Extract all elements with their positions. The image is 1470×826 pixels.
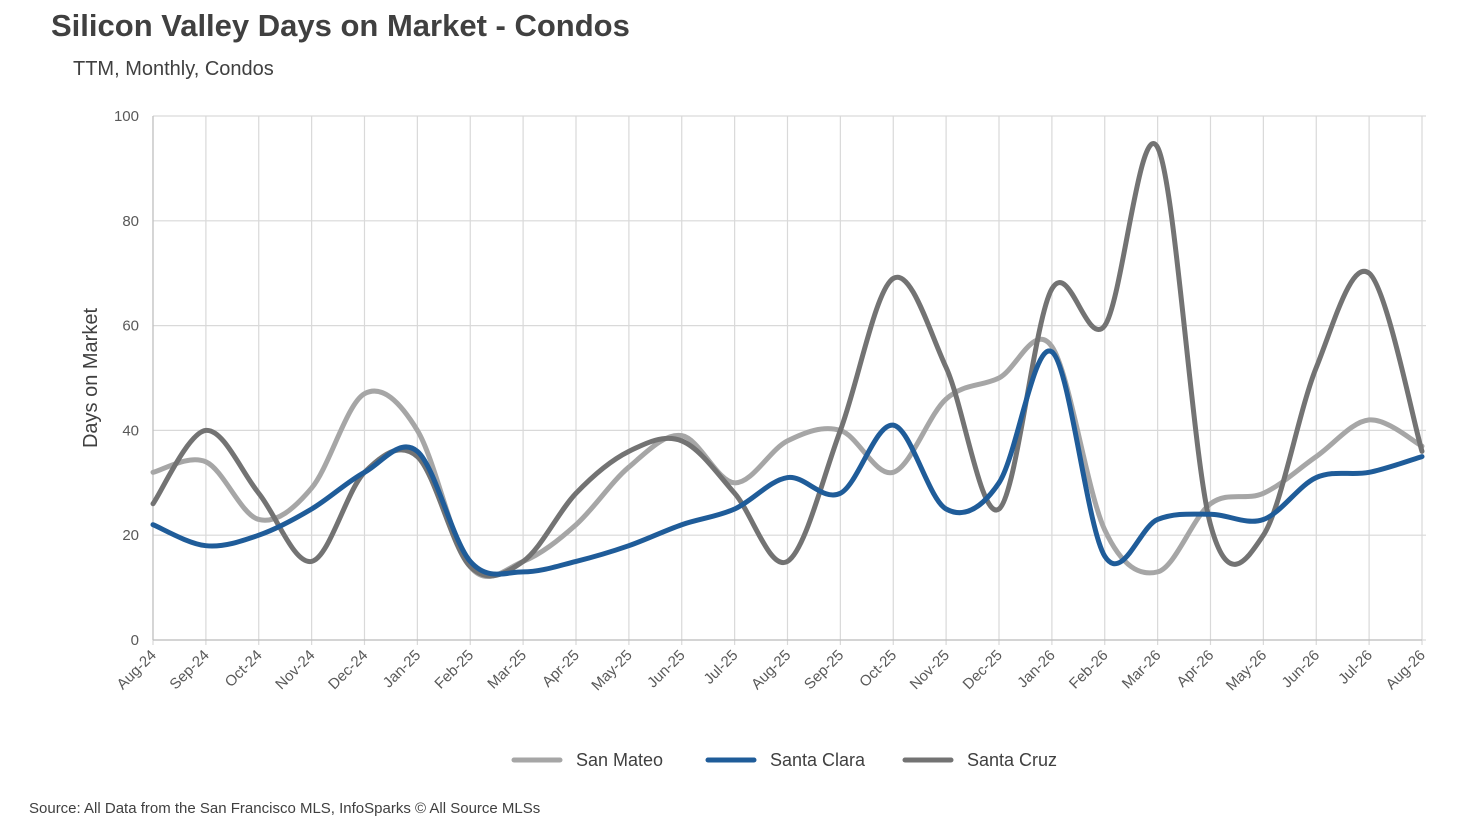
x-tick-label: Aug-26 xyxy=(1383,647,1429,693)
x-tick-label: Oct-24 xyxy=(222,647,266,691)
legend-item-santa-cruz: Santa Cruz xyxy=(902,750,1057,770)
x-tick-label: Mar-26 xyxy=(1119,647,1165,693)
axes xyxy=(152,116,1422,641)
x-tick-label: Apr-25 xyxy=(539,647,583,691)
x-tick-label: Aug-25 xyxy=(748,647,794,693)
series-line-san-mateo xyxy=(150,336,1425,580)
x-tick-label: Aug-24 xyxy=(114,647,160,693)
x-tick-label: Mar-25 xyxy=(484,647,530,693)
x-tick-label: Sep-24 xyxy=(166,647,212,693)
source-note: Source: All Data from the San Francisco … xyxy=(29,800,541,817)
x-tick-label: May-26 xyxy=(1223,647,1270,694)
x-tick-label: Oct-25 xyxy=(856,647,900,691)
y-tick-label: 60 xyxy=(122,318,139,335)
x-tick-label: Nov-25 xyxy=(907,647,953,693)
x-tick-label: Jan-26 xyxy=(1014,647,1058,691)
legend-label: San Mateo xyxy=(576,750,663,770)
x-tick-labels: Aug-24 Sep-24 Oct-24 Nov-24 Dec-24 Jan-25 Feb-… xyxy=(114,647,1429,694)
y-axis-title: Days on Market xyxy=(80,308,102,448)
legend-label: Santa Cruz xyxy=(967,750,1057,770)
x-tick-label: Jun-26 xyxy=(1279,647,1323,691)
x-tick-label: Apr-26 xyxy=(1173,647,1217,691)
x-tick-label: Jun-25 xyxy=(644,647,688,691)
legend-label: Santa Clara xyxy=(770,750,866,770)
x-tick-label: Feb-26 xyxy=(1066,647,1112,693)
y-tick-label: 20 xyxy=(122,527,139,544)
x-tick-label: Jan-25 xyxy=(380,647,424,691)
y-tick-label: 0 xyxy=(131,632,139,649)
y-tick-labels: 0 20 40 60 80 100 xyxy=(114,108,139,649)
x-tick-label: Dec-24 xyxy=(325,647,371,693)
x-tick-label: Sep-25 xyxy=(801,647,847,693)
series-lines xyxy=(150,141,1425,580)
x-tick-label: Nov-24 xyxy=(272,647,318,693)
legend-item-san-mateo: San Mateo xyxy=(511,750,663,770)
legend-item-santa-clara: Santa Clara xyxy=(705,750,866,770)
x-tick-label: Dec-25 xyxy=(960,647,1006,693)
x-tick-label: Feb-25 xyxy=(431,647,477,693)
y-tick-label: 40 xyxy=(122,422,139,439)
y-tick-label: 100 xyxy=(114,108,139,125)
y-tick-label: 80 xyxy=(122,213,139,230)
x-tick-label: Jul-25 xyxy=(701,647,742,688)
chart-title: Silicon Valley Days on Market - Condos xyxy=(51,8,630,43)
x-tick-label: May-25 xyxy=(588,647,635,694)
legend: San Mateo Santa Clara Santa Cruz xyxy=(511,750,1057,770)
series-line-santa-clara xyxy=(150,348,1425,577)
chart-subtitle: TTM, Monthly, Condos xyxy=(73,58,274,80)
x-tick-label: Jul-26 xyxy=(1335,647,1376,688)
